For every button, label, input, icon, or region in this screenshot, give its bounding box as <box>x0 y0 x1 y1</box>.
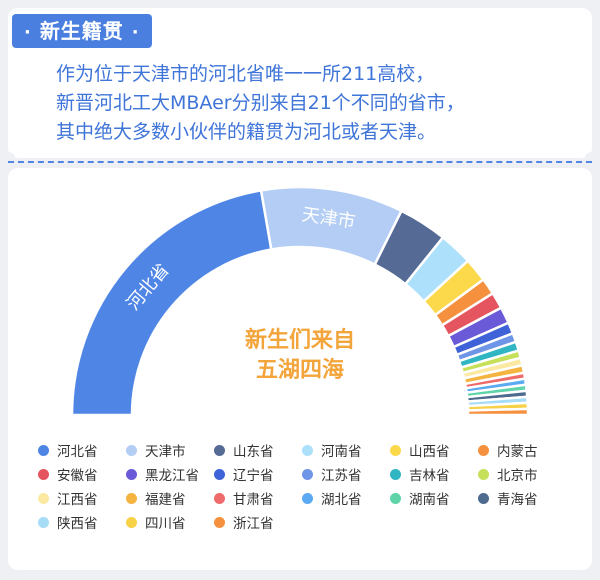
legend-item: 内蒙古 <box>478 440 566 460</box>
legend-label: 内蒙古 <box>497 444 538 460</box>
intro-line: 作为位于天津市的河北省唯一一所211高校， <box>56 63 435 85</box>
legend-item: 甘肃省 <box>214 488 302 508</box>
legend-label: 湖北省 <box>321 492 362 508</box>
legend-item: 河南省 <box>302 440 390 460</box>
legend-label: 浙江省 <box>233 516 274 532</box>
legend-item: 吉林省 <box>390 464 478 484</box>
legend-swatch <box>390 468 401 480</box>
legend-label: 四川省 <box>145 516 186 532</box>
chart-center-text: 新生们来自 五湖四海 <box>210 326 390 386</box>
center-text-line-2: 五湖四海 <box>255 358 344 383</box>
card-notch-left <box>0 152 16 168</box>
legend-swatch <box>38 492 49 504</box>
legend-item: 青海省 <box>478 488 566 508</box>
legend-item: 河北省 <box>38 440 126 460</box>
chart-legend: 河北省 天津市 山东省 河南省 山西省 内蒙古安徽省 黑龙江省 辽宁省 江苏省 吉林省 北京市江西省… <box>38 440 578 532</box>
legend-item: 福建省 <box>126 488 214 508</box>
legend-item: 湖北省 <box>302 488 390 508</box>
legend-swatch <box>38 444 49 456</box>
legend-label: 山西省 <box>409 444 450 460</box>
legend-swatch <box>38 516 49 528</box>
legend-label: 安徽省 <box>57 468 98 484</box>
legend-label: 湖南省 <box>409 492 450 508</box>
legend-label: 山东省 <box>233 444 274 460</box>
intro-line: 新晋河北工大MBAer分别来自21个不同的省市， <box>56 92 465 114</box>
legend-item: 北京市 <box>478 464 566 484</box>
section-title: 新生籍贯 <box>39 19 124 43</box>
section-badge: · 新生籍贯 · <box>12 14 152 48</box>
legend-item: 辽宁省 <box>214 464 302 484</box>
legend-label: 青海省 <box>497 492 538 508</box>
slice-浙江省 <box>466 407 530 417</box>
legend-item: 黑龙江省 <box>126 464 214 484</box>
legend-item: 浙江省 <box>214 512 302 532</box>
legend-swatch <box>302 468 313 480</box>
badge-dot-right: · <box>131 22 140 43</box>
legend-item: 山东省 <box>214 440 302 460</box>
card-notch-right <box>584 152 600 168</box>
legend-swatch <box>478 468 489 480</box>
dashed-divider <box>8 161 592 163</box>
legend-label: 辽宁省 <box>233 468 274 484</box>
legend-swatch <box>38 468 49 480</box>
center-text-line-1: 新生们来自 <box>244 328 355 353</box>
legend-swatch <box>214 492 225 504</box>
legend-label: 江苏省 <box>321 468 362 484</box>
legend-label: 河北省 <box>57 444 98 460</box>
legend-item: 陕西省 <box>38 512 126 532</box>
legend-swatch <box>302 492 313 504</box>
legend-swatch <box>126 444 137 456</box>
badge-dot-left: · <box>24 22 32 43</box>
legend-label: 河南省 <box>321 444 362 460</box>
legend-item: 安徽省 <box>38 464 126 484</box>
legend-swatch <box>302 444 313 456</box>
legend-item: 江西省 <box>38 488 126 508</box>
intro-line: 其中绝大多数小伙伴的籍贯为河北或者天津。 <box>56 121 437 143</box>
legend-item: 江苏省 <box>302 464 390 484</box>
legend-item: 山西省 <box>390 440 478 460</box>
legend-label: 吉林省 <box>409 468 450 484</box>
legend-label: 北京市 <box>497 468 538 484</box>
legend-item: 湖南省 <box>390 488 478 508</box>
legend-item: 天津市 <box>126 440 214 460</box>
legend-swatch <box>214 516 225 528</box>
legend-swatch <box>478 444 489 456</box>
legend-label: 黑龙江省 <box>145 468 199 484</box>
legend-swatch <box>126 468 137 480</box>
legend-label: 福建省 <box>145 492 186 508</box>
intro-text: 作为位于天津市的河北省唯一一所211高校， 新晋河北工大MBAer分别来自21个… <box>56 60 576 147</box>
legend-label: 陕西省 <box>57 516 98 532</box>
legend-swatch <box>478 492 489 504</box>
legend-swatch <box>214 444 225 456</box>
legend-swatch <box>214 468 225 480</box>
legend-label: 甘肃省 <box>233 492 274 508</box>
legend-label: 天津市 <box>145 444 186 460</box>
legend-swatch <box>390 492 401 504</box>
legend-label: 江西省 <box>57 492 98 508</box>
legend-swatch <box>126 492 137 504</box>
legend-swatch <box>390 444 401 456</box>
legend-item: 四川省 <box>126 512 214 532</box>
legend-swatch <box>126 516 137 528</box>
